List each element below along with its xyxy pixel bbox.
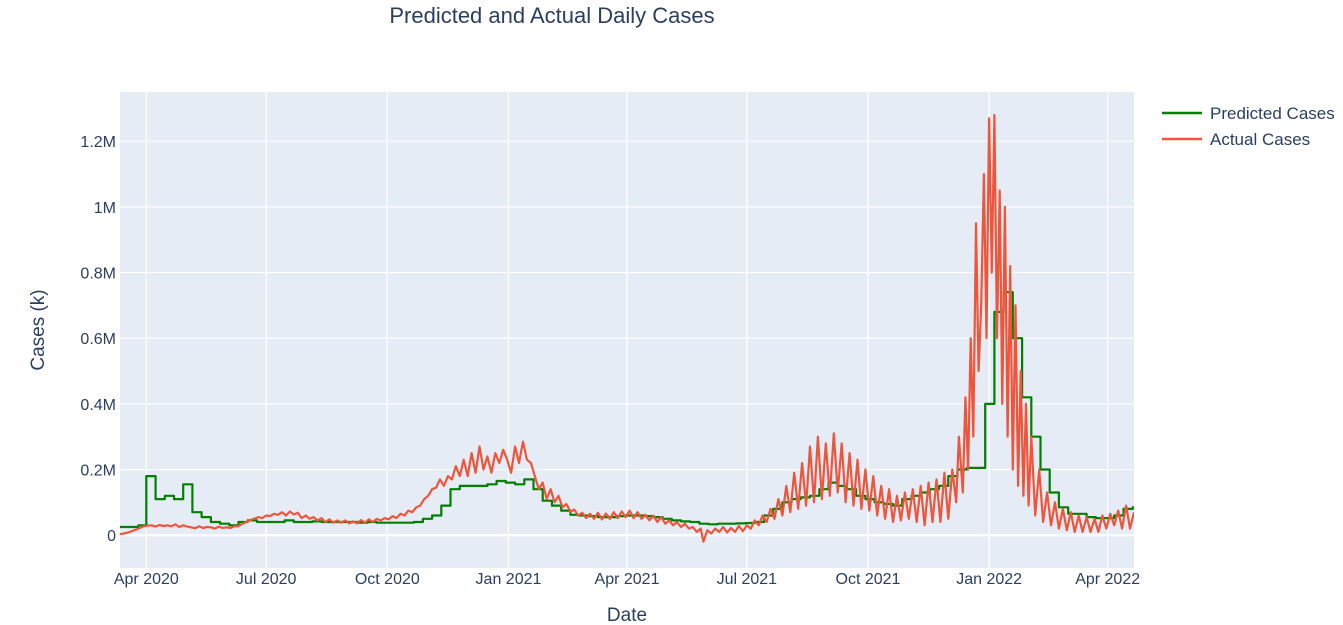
x-tick-label: Oct 2021 [836, 571, 901, 588]
series-group [120, 113, 1134, 543]
y-tick-label: 0.2M [80, 463, 116, 480]
x-tick-label: Apr 2020 [114, 571, 179, 588]
x-tick-label: Oct 2020 [355, 571, 420, 588]
legend-label: Actual Cases [1210, 130, 1310, 149]
legend-item-predicted[interactable]: Predicted Cases [1162, 104, 1335, 123]
x-tick-label: Jul 2021 [717, 571, 778, 588]
x-tick-label: Apr 2021 [595, 571, 660, 588]
legend-label: Predicted Cases [1210, 104, 1335, 123]
y-tick-label: 0 [107, 528, 116, 545]
x-axis-ticks: Apr 2020 Jul 2020 Oct 2020 Jan 2021 Apr 2021… [114, 571, 1140, 588]
chart-title: Predicted and Actual Daily Cases [389, 3, 714, 28]
x-tick-label: Apr 2022 [1075, 571, 1140, 588]
x-tick-label: Jan 2021 [476, 571, 542, 588]
y-tick-label: 1M [94, 200, 116, 217]
legend[interactable]: Predicted Cases Actual Cases [1162, 104, 1335, 149]
x-axis-title: Date [607, 605, 647, 625]
y-tick-label: 1.2M [80, 134, 116, 151]
y-tick-label: 0.6M [80, 331, 116, 348]
grid [120, 92, 1134, 568]
x-tick-label: Jul 2020 [236, 571, 297, 588]
legend-item-actual[interactable]: Actual Cases [1162, 130, 1310, 149]
series-line-actual [120, 113, 1134, 543]
y-axis-title: Cases (k) [28, 289, 49, 370]
y-axis-ticks: 0 0.2M 0.4M 0.6M 0.8M 1M 1.2M [80, 134, 116, 545]
y-tick-label: 0.8M [80, 266, 116, 283]
y-tick-label: 0.4M [80, 397, 116, 414]
x-tick-label: Jan 2022 [956, 571, 1022, 588]
